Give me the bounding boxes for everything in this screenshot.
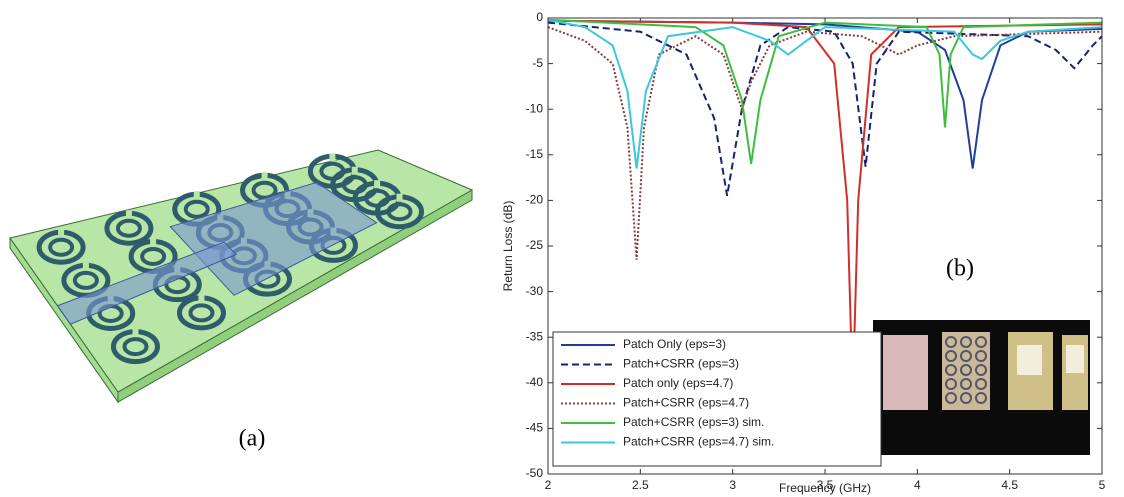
ring-gap: [396, 193, 403, 202]
photo-ring: [945, 350, 957, 362]
photo-ring: [945, 336, 957, 348]
csrr-ring: [183, 199, 210, 219]
ring-gap: [198, 294, 205, 303]
photo-ring: [960, 350, 972, 362]
ring-gap: [193, 191, 200, 200]
y-tick-label: -5: [532, 56, 543, 70]
panel-label: (a): [239, 426, 266, 452]
series-line: [548, 21, 1102, 196]
ring-gap: [261, 172, 268, 181]
x-axis-label: Frequency (GHz): [779, 481, 871, 495]
ring-gap: [132, 328, 139, 337]
y-tick-label: -10: [526, 101, 544, 115]
y-tick-label: -25: [526, 238, 544, 252]
ring-gap: [329, 153, 336, 162]
csrr-ring: [48, 237, 75, 257]
y-tick-label: -30: [526, 284, 544, 298]
x-tick-label: 4.5: [1001, 478, 1018, 492]
x-tick-label: 4: [914, 478, 921, 492]
photo-ring: [975, 336, 987, 348]
series-line: [548, 18, 1102, 165]
y-axis-label: Return Loss (dB): [501, 201, 515, 292]
x-tick-label: 5: [1099, 478, 1106, 492]
photo-ring: [975, 392, 987, 404]
chart: 0 -5 -10 -15 -20 -25 -30 -35 -40 -45 -502 2.5 3 3.5 4 4…: [501, 10, 1105, 495]
ring-gap: [374, 180, 381, 189]
legend-label: Patch only (eps=4.7): [623, 376, 733, 390]
photo-ring: [960, 392, 972, 404]
photo-ring: [945, 364, 957, 376]
x-tick-label: 2: [545, 478, 552, 492]
y-tick-label: -15: [526, 147, 544, 161]
ring-gap: [125, 210, 132, 219]
annotation: (b): [946, 256, 974, 282]
legend-label: Patch+CSRR (eps=4.7): [623, 396, 749, 410]
ring-gap: [150, 238, 157, 247]
y-tick-label: -50: [526, 466, 544, 480]
photo-ring: [945, 392, 957, 404]
photo-board: [883, 335, 928, 410]
series-line: [548, 18, 1102, 169]
photo-ring: [975, 364, 987, 376]
legend-label: Patch+CSRR (eps=3): [623, 357, 739, 371]
photo-patch: [1066, 345, 1084, 373]
patch: [169, 181, 378, 296]
csrr-ring: [188, 303, 215, 323]
y-tick-label: -45: [526, 421, 544, 435]
y-tick-label: -35: [526, 329, 544, 343]
x-tick-label: 3: [729, 478, 736, 492]
photo-ring: [960, 336, 972, 348]
legend-label: Patch+CSRR (eps=3) sim.: [623, 415, 764, 429]
ring-gap: [351, 166, 358, 175]
series-line: [548, 19, 1102, 169]
y-tick-label: -20: [526, 193, 544, 207]
photo-ring: [960, 378, 972, 390]
x-tick-label: 3.5: [817, 478, 834, 492]
y-tick-label: -40: [526, 375, 544, 389]
csrr-ring: [115, 218, 142, 238]
feed-line: [56, 241, 238, 325]
antenna-drawing: [9, 149, 474, 404]
photo-ring: [960, 364, 972, 376]
csrr-ring: [140, 246, 167, 266]
legend-label: Patch Only (eps=3): [623, 337, 726, 351]
photo-ring: [945, 378, 957, 390]
series-line: [548, 19, 1102, 397]
csrr-ring: [386, 202, 413, 222]
csrr-ring: [72, 270, 99, 290]
y-tick-label: 0: [536, 10, 543, 24]
legend-box: [552, 331, 882, 467]
csrr-ring: [122, 337, 149, 357]
photo-patch: [1017, 345, 1042, 375]
plot-frame: [547, 17, 1103, 475]
legend-label: Patch+CSRR (eps=4.7) sim.: [623, 435, 774, 449]
x-tick-label: 2.5: [632, 478, 649, 492]
photo-ring: [975, 350, 987, 362]
photo-ring: [975, 378, 987, 390]
ring-gap: [58, 229, 65, 238]
photo-board: [942, 332, 990, 410]
series-line: [548, 26, 1102, 260]
ring-gap: [82, 262, 89, 271]
